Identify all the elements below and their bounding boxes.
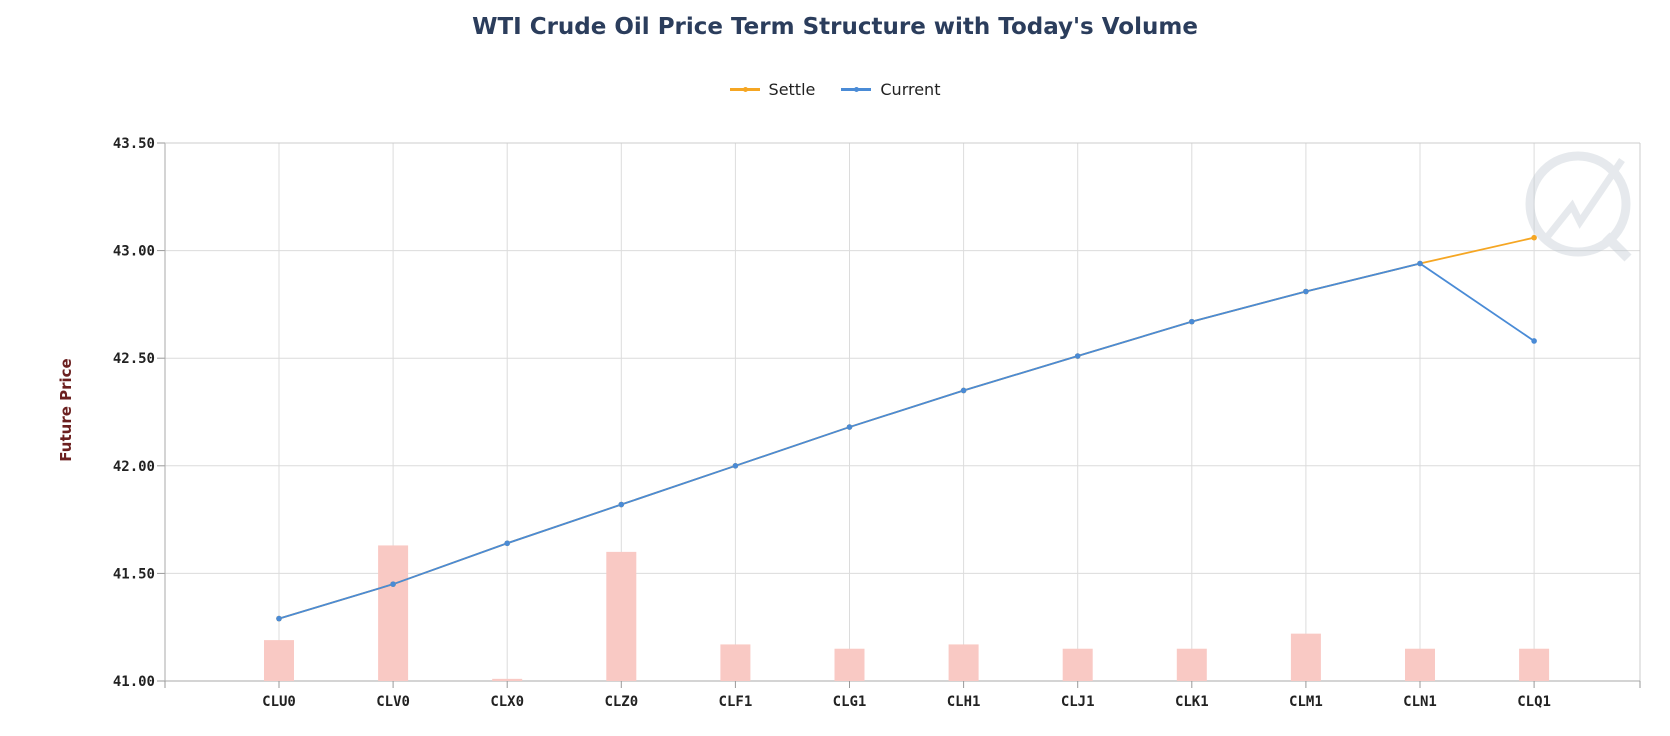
volume-bar: [1176, 648, 1207, 681]
volume-bar: [948, 644, 979, 681]
legend-swatch-settle: [729, 86, 760, 92]
legend-label-current: Current: [880, 80, 941, 99]
series-line-settle: [278, 236, 1535, 620]
chart-title: WTI Crude Oil Price Term Structure with …: [472, 14, 1198, 40]
data-point-current: [1531, 338, 1537, 344]
data-point-settle: [1531, 234, 1537, 241]
x-tick-label: CLH1: [947, 694, 981, 710]
x-tick-label: CLM1: [1289, 694, 1323, 710]
series-line-current: [278, 262, 1535, 620]
y-tick-label: 42.00: [113, 459, 155, 475]
x-tick-label: CLK1: [1175, 694, 1209, 710]
data-point-current: [1074, 353, 1081, 359]
volume-bar: [1062, 648, 1093, 681]
watermark-logo: [1525, 151, 1632, 262]
volume-bar: [1290, 633, 1321, 681]
legend-item-settle[interactable]: Settle: [729, 80, 816, 99]
volume-bar: [720, 644, 751, 681]
data-point-current: [846, 424, 853, 430]
data-point-current: [1189, 318, 1195, 325]
data-point-current: [960, 387, 967, 394]
y-tick-label: 42.50: [113, 351, 155, 367]
y-tick-label: 41.00: [113, 674, 155, 690]
legend-swatch-current: [841, 86, 872, 92]
y-tick-label: 43.00: [113, 244, 155, 260]
volume-bar: [492, 678, 523, 681]
volume-bar: [1519, 648, 1550, 681]
x-tick-label: CLV0: [376, 694, 410, 710]
volume-bar: [834, 648, 865, 681]
x-tick-label: CLJ1: [1061, 694, 1095, 710]
data-point-current: [1303, 288, 1309, 295]
data-point-current: [504, 540, 511, 547]
volume-bar: [606, 551, 637, 681]
x-tick-label: CLZ0: [604, 694, 638, 710]
data-point-current: [618, 501, 625, 508]
x-tick-label: CLG1: [833, 694, 867, 710]
data-point-current: [276, 615, 282, 622]
data-point-current: [390, 581, 396, 587]
x-tick-label: CLF1: [719, 694, 753, 710]
x-tick-label: CLQ1: [1517, 694, 1551, 710]
data-point-current: [1417, 260, 1423, 267]
x-tick-label: CLX0: [490, 694, 524, 710]
volume-bar: [264, 640, 294, 681]
volume-bar: [1405, 648, 1435, 681]
legend-item-current[interactable]: Current: [841, 80, 940, 99]
y-tick-label: 41.50: [113, 566, 155, 582]
x-tick-label: CLN1: [1403, 694, 1437, 710]
y-tick-label: 43.50: [113, 136, 155, 152]
data-point-current: [732, 463, 739, 469]
legend: Settle Current: [0, 80, 1670, 99]
volume-bar: [378, 545, 409, 681]
legend-label-settle: Settle: [768, 80, 816, 99]
x-tick-label: CLU0: [262, 694, 296, 710]
